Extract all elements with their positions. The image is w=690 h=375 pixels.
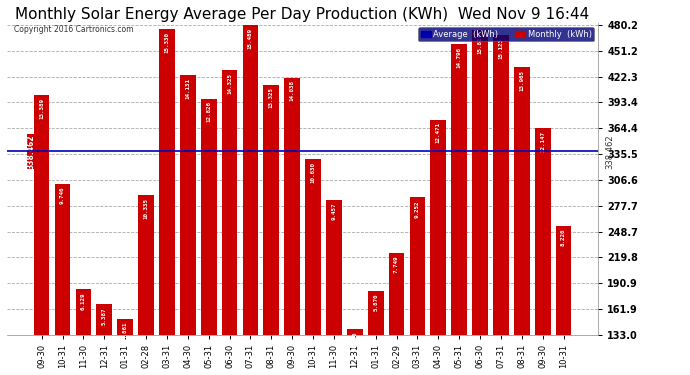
Text: 7.749: 7.749	[394, 256, 399, 273]
Text: 8.220: 8.220	[561, 229, 566, 246]
Text: 15.814: 15.814	[477, 33, 482, 54]
Bar	[138, 195, 154, 375]
Text: 4.510: 4.510	[353, 332, 357, 349]
Bar	[284, 78, 300, 375]
Bar	[55, 184, 70, 375]
Text: 10.630: 10.630	[310, 162, 315, 183]
Text: 12.147: 12.147	[540, 131, 545, 152]
Bar	[535, 128, 551, 375]
Bar	[305, 159, 321, 375]
Bar	[493, 35, 509, 375]
Bar	[347, 329, 363, 375]
Bar	[180, 75, 196, 375]
Text: 15.330: 15.330	[164, 32, 170, 53]
Bar	[221, 70, 237, 375]
Text: 338.462: 338.462	[27, 134, 36, 169]
Legend: Average  (kWh), Monthly  (kWh): Average (kWh), Monthly (kWh)	[418, 27, 594, 41]
Text: 15.489: 15.489	[248, 28, 253, 49]
Text: 12.826: 12.826	[206, 101, 211, 122]
Bar	[76, 290, 91, 375]
Bar	[326, 200, 342, 375]
Bar	[472, 30, 488, 375]
Text: 9.252: 9.252	[415, 200, 420, 217]
Bar	[264, 85, 279, 375]
Bar	[97, 304, 112, 375]
Bar	[514, 67, 530, 375]
Text: 9.457: 9.457	[331, 203, 337, 220]
Text: 14.038: 14.038	[290, 80, 295, 101]
Bar	[431, 120, 446, 375]
Text: 9.746: 9.746	[60, 186, 65, 204]
Bar	[410, 198, 425, 375]
Text: 338.462: 338.462	[605, 134, 614, 169]
Text: 10.335: 10.335	[144, 198, 148, 219]
Bar	[159, 29, 175, 375]
Title: Monthly Solar Energy Average Per Day Production (KWh)  Wed Nov 9 16:44: Monthly Solar Energy Average Per Day Pro…	[15, 7, 590, 22]
Bar	[388, 253, 404, 375]
Text: 5.870: 5.870	[373, 294, 378, 311]
Bar	[368, 291, 384, 375]
Bar	[117, 319, 133, 375]
Text: 4.861: 4.861	[123, 322, 128, 339]
Text: 5.387: 5.387	[102, 307, 107, 325]
Bar	[201, 99, 217, 375]
Text: 14.325: 14.325	[227, 73, 232, 94]
Text: 13.325: 13.325	[269, 87, 274, 108]
Bar	[243, 25, 258, 375]
Text: 14.131: 14.131	[186, 78, 190, 99]
Text: 13.389: 13.389	[39, 98, 44, 118]
Text: 15.123: 15.123	[498, 38, 504, 59]
Bar	[451, 44, 467, 375]
Bar	[555, 226, 571, 375]
Text: 6.129: 6.129	[81, 292, 86, 309]
Text: Copyright 2016 Cartronics.com: Copyright 2016 Cartronics.com	[14, 25, 133, 34]
Bar	[34, 95, 50, 375]
Text: 14.796: 14.796	[457, 47, 462, 68]
Text: 13.965: 13.965	[520, 70, 524, 91]
Text: 12.471: 12.471	[436, 122, 441, 143]
